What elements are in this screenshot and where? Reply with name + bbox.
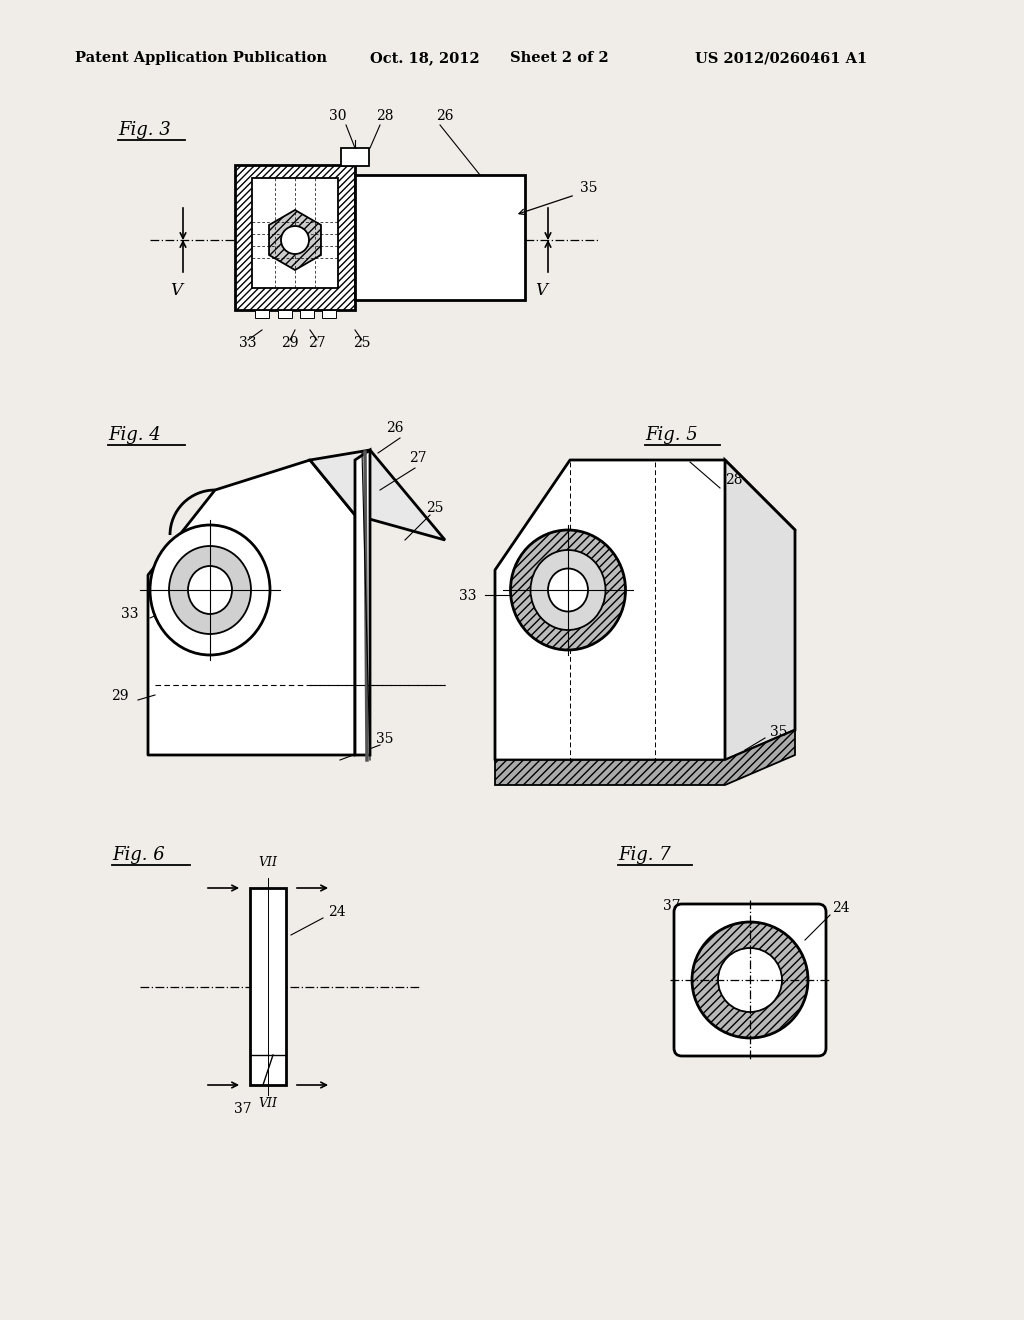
Text: VII: VII	[258, 855, 278, 869]
Text: US 2012/0260461 A1: US 2012/0260461 A1	[695, 51, 867, 65]
Text: Sheet 2 of 2: Sheet 2 of 2	[510, 51, 608, 65]
Text: 37: 37	[664, 899, 681, 913]
Text: Oct. 18, 2012: Oct. 18, 2012	[370, 51, 480, 65]
Text: 26: 26	[436, 110, 454, 123]
Ellipse shape	[530, 550, 605, 630]
Text: 35: 35	[376, 733, 394, 746]
Text: 25: 25	[353, 337, 371, 350]
Text: 28: 28	[376, 110, 394, 123]
Text: 29: 29	[282, 337, 299, 350]
Bar	[355, 176, 525, 300]
Text: 33: 33	[240, 337, 257, 350]
Text: V: V	[535, 282, 547, 300]
FancyBboxPatch shape	[674, 904, 826, 1056]
Text: 33: 33	[459, 589, 477, 603]
Polygon shape	[495, 730, 795, 785]
Polygon shape	[269, 210, 321, 271]
Text: 29: 29	[112, 689, 129, 704]
Text: Fig. 4: Fig. 4	[108, 426, 161, 444]
Text: 37: 37	[234, 1102, 252, 1115]
Text: Fig. 5: Fig. 5	[645, 426, 697, 444]
Bar	[234, 165, 355, 310]
Text: 35: 35	[580, 181, 597, 195]
Text: 28: 28	[725, 473, 742, 487]
Bar	[250, 888, 286, 1085]
Ellipse shape	[169, 546, 251, 634]
Bar	[300, 310, 314, 318]
Ellipse shape	[548, 569, 588, 611]
Polygon shape	[148, 459, 355, 755]
Circle shape	[281, 226, 309, 253]
Text: Patent Application Publication: Patent Application Publication	[75, 51, 327, 65]
Text: Fig. 3: Fig. 3	[118, 121, 171, 139]
Ellipse shape	[188, 566, 232, 614]
Circle shape	[692, 921, 808, 1038]
Text: 33: 33	[121, 607, 138, 620]
Text: VII: VII	[258, 1097, 278, 1110]
Ellipse shape	[511, 531, 626, 649]
Text: 30: 30	[330, 110, 347, 123]
Bar	[255, 310, 269, 318]
Ellipse shape	[150, 525, 270, 655]
Text: 24: 24	[328, 906, 346, 919]
Text: 25: 25	[426, 502, 443, 515]
Text: V: V	[170, 282, 182, 300]
Text: Fig. 7: Fig. 7	[618, 846, 671, 865]
Circle shape	[718, 948, 782, 1012]
Text: 27: 27	[410, 451, 427, 465]
Text: 26: 26	[386, 421, 403, 436]
Text: Fig. 6: Fig. 6	[112, 846, 165, 865]
Text: 24: 24	[831, 902, 850, 915]
Bar	[341, 148, 369, 166]
Polygon shape	[310, 450, 445, 540]
Polygon shape	[495, 459, 795, 760]
Polygon shape	[725, 459, 795, 760]
Bar	[234, 165, 355, 310]
Polygon shape	[355, 450, 370, 755]
Bar	[322, 310, 336, 318]
Bar	[278, 310, 292, 318]
Bar	[252, 178, 338, 288]
Text: 27: 27	[308, 337, 326, 350]
Text: 35: 35	[770, 725, 787, 739]
